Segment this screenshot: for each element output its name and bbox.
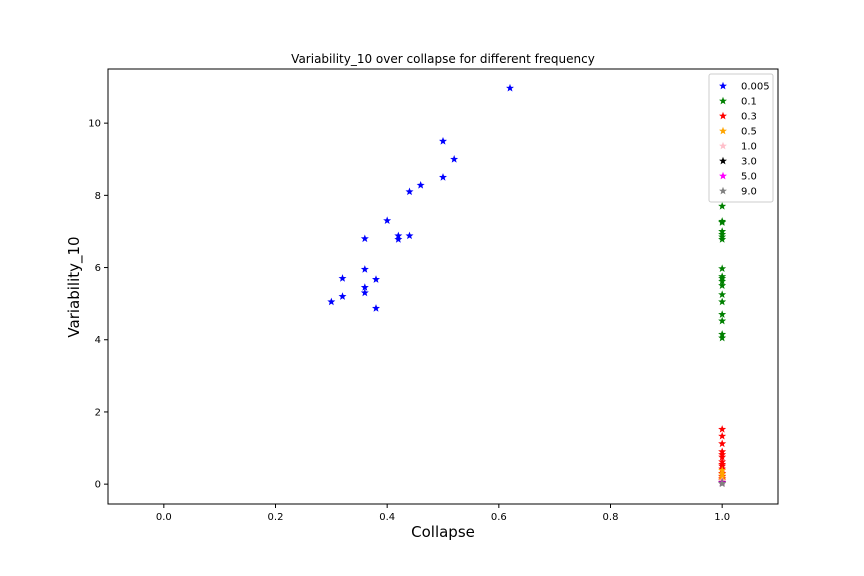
data-point <box>360 234 369 243</box>
y-tick-label: 2 <box>95 407 101 418</box>
data-point <box>360 288 369 297</box>
legend-label: 0.5 <box>741 127 757 138</box>
data-point <box>718 479 727 488</box>
legend-marker <box>719 156 727 165</box>
legend-label: 1.0 <box>741 142 757 153</box>
y-axis-title: Variability_10 <box>65 236 84 337</box>
data-point <box>718 281 727 289</box>
data-point <box>506 83 514 92</box>
series-0.1 <box>718 201 727 342</box>
data-point <box>372 275 380 283</box>
data-point <box>405 187 414 196</box>
series-9.0 <box>718 479 727 488</box>
legend-label: 0.3 <box>741 112 757 123</box>
data-point <box>439 173 447 181</box>
data-point <box>383 216 392 225</box>
series-0.005 <box>327 83 514 312</box>
data-point <box>338 274 347 282</box>
data-point <box>718 201 727 210</box>
data-point <box>394 231 403 240</box>
y-tick-label: 8 <box>95 191 101 202</box>
data-point <box>405 231 414 240</box>
data-point <box>718 235 727 243</box>
x-tick-label: 0.2 <box>268 512 284 523</box>
data-point <box>718 290 727 299</box>
legend-label: 5.0 <box>741 172 757 183</box>
chart-title: Variability_10 over collapse for differe… <box>291 52 595 66</box>
x-tick-label: 1.0 <box>714 512 730 523</box>
data-point <box>718 316 727 325</box>
legend-label: 0.005 <box>741 82 770 93</box>
data-point <box>718 297 727 306</box>
x-axis-title: Collapse <box>411 523 475 541</box>
x-tick-label: 0.0 <box>156 512 172 523</box>
legend: 0.005 0.1 0.3 0.5 1.0 3.0 5.0 9.0 <box>708 73 774 203</box>
legend-box <box>708 73 774 203</box>
legend-marker <box>719 141 727 150</box>
axis-ticks: 0.0 0.2 0.4 0.6 0.8 1.0 0 2 4 6 8 10 <box>88 119 730 523</box>
data-point <box>718 439 727 448</box>
x-tick-label: 0.6 <box>491 512 507 523</box>
y-tick-label: 4 <box>95 335 101 346</box>
legend-marker <box>719 171 727 180</box>
x-tick-label: 0.4 <box>379 512 395 523</box>
data-point <box>718 333 727 342</box>
data-point <box>718 310 727 318</box>
data-point <box>360 265 369 273</box>
data-point <box>416 181 425 189</box>
plot-frame <box>107 68 779 505</box>
data-point <box>718 425 727 433</box>
data-point <box>718 277 727 285</box>
legend-marker <box>719 81 727 90</box>
data-point <box>338 292 347 300</box>
legend-label: 0.1 <box>741 97 757 108</box>
data-point <box>718 431 727 440</box>
y-tick-label: 0 <box>95 480 101 491</box>
y-tick-label: 10 <box>88 119 101 130</box>
data-point <box>718 264 727 273</box>
legend-marker <box>719 96 727 105</box>
legend-marker <box>719 126 727 135</box>
data-point <box>450 155 459 163</box>
data-point <box>360 283 369 291</box>
y-tick-label: 6 <box>95 263 101 274</box>
data-point <box>394 235 403 243</box>
legend-label: 9.0 <box>741 187 757 198</box>
data-point <box>718 218 727 226</box>
plot-area <box>327 83 727 488</box>
x-tick-label: 0.8 <box>603 512 619 523</box>
legend-marker <box>719 111 727 120</box>
legend-label: 3.0 <box>741 157 757 168</box>
data-point <box>372 304 380 312</box>
data-point <box>439 137 447 145</box>
data-point <box>718 452 727 461</box>
legend-marker <box>719 186 727 195</box>
data-point <box>327 297 336 306</box>
